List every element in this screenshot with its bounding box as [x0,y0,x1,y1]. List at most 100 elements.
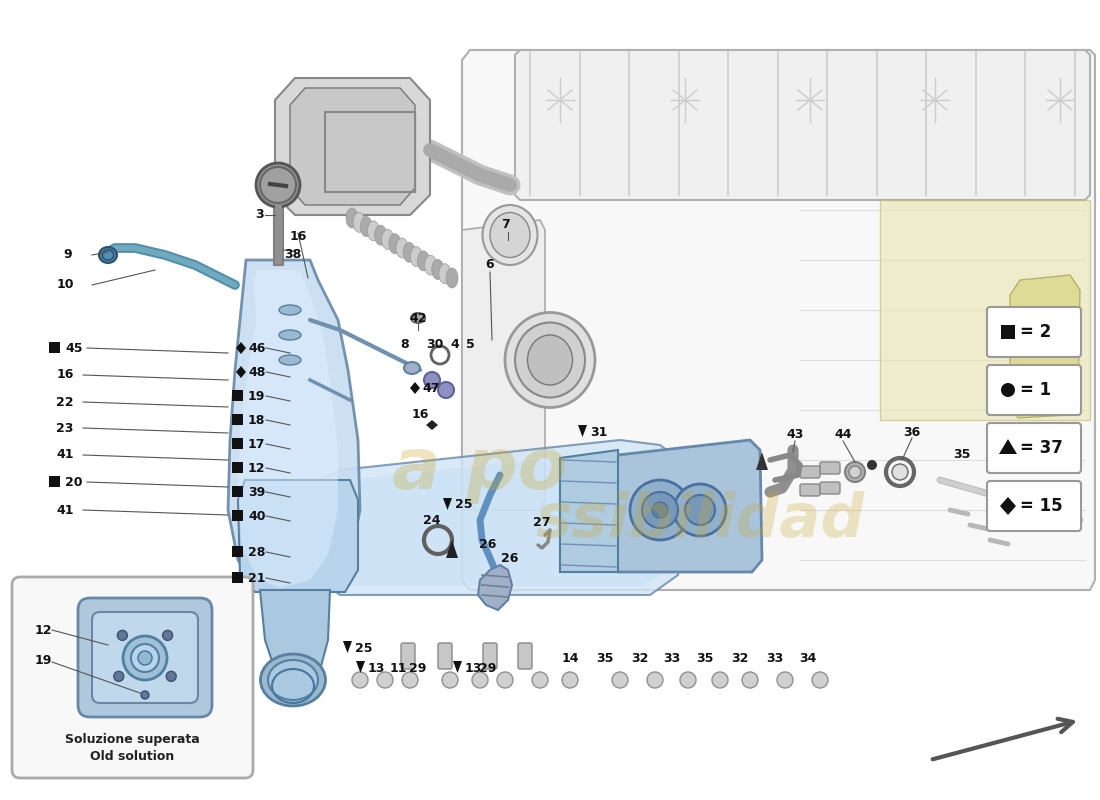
Circle shape [612,672,628,688]
Text: 45: 45 [65,342,82,354]
Polygon shape [356,661,365,673]
Ellipse shape [425,255,437,275]
Circle shape [680,672,696,688]
Ellipse shape [260,167,296,203]
FancyBboxPatch shape [800,484,820,496]
Ellipse shape [279,330,301,340]
Bar [50,476,60,487]
Ellipse shape [279,305,301,315]
Polygon shape [1000,497,1016,515]
Text: ssibilidad: ssibilidad [536,490,865,550]
Text: 34: 34 [800,651,816,665]
Text: 5: 5 [465,338,474,351]
Circle shape [163,630,173,640]
Ellipse shape [505,313,595,407]
Text: = 2: = 2 [1020,323,1052,341]
Polygon shape [560,450,618,572]
FancyBboxPatch shape [518,643,532,669]
Polygon shape [515,50,1090,200]
Circle shape [712,672,728,688]
Ellipse shape [528,335,572,385]
Text: = 1: = 1 [1020,381,1052,399]
FancyBboxPatch shape [987,307,1081,357]
Ellipse shape [431,259,443,279]
Text: 24: 24 [424,514,441,526]
Circle shape [812,672,828,688]
Text: 23: 23 [56,422,74,434]
Ellipse shape [410,246,422,266]
Ellipse shape [490,213,530,258]
Text: 20: 20 [65,475,82,489]
FancyBboxPatch shape [78,598,212,717]
Text: 33: 33 [663,651,681,665]
FancyBboxPatch shape [820,482,840,494]
Text: = 15: = 15 [1020,497,1063,515]
FancyBboxPatch shape [987,423,1081,473]
Text: 12: 12 [248,462,265,474]
Text: 41: 41 [56,449,74,462]
Text: Soluzione superata
Old solution: Soluzione superata Old solution [65,733,199,763]
Text: 26: 26 [480,538,497,551]
Circle shape [532,672,548,688]
Text: 30: 30 [427,338,443,351]
Polygon shape [1010,275,1080,418]
FancyBboxPatch shape [820,462,840,474]
Ellipse shape [261,654,326,706]
Circle shape [377,672,393,688]
Polygon shape [478,565,512,610]
Circle shape [472,672,488,688]
Ellipse shape [353,212,365,232]
Ellipse shape [361,217,372,237]
Ellipse shape [99,247,117,263]
Polygon shape [578,425,587,437]
Polygon shape [446,540,458,558]
Bar [232,414,243,425]
Text: 25: 25 [455,498,473,511]
Bar [1001,325,1015,339]
Text: 36: 36 [903,426,921,438]
Text: 9: 9 [64,249,73,262]
Polygon shape [756,452,768,470]
Ellipse shape [279,355,301,365]
Circle shape [777,672,793,688]
Text: 8: 8 [400,338,409,351]
Polygon shape [343,641,352,653]
Text: 16: 16 [289,230,307,243]
Polygon shape [426,420,438,430]
Ellipse shape [382,230,394,250]
Circle shape [647,672,663,688]
Text: 29: 29 [409,662,427,674]
Polygon shape [880,200,1090,420]
Circle shape [742,672,758,688]
Text: 40: 40 [248,510,265,522]
Polygon shape [315,440,685,595]
Polygon shape [238,480,358,592]
FancyBboxPatch shape [987,481,1081,531]
Bar [232,546,243,557]
Bar [232,572,243,583]
Bar [232,462,243,473]
Bar [232,486,243,497]
Text: 32: 32 [732,651,749,665]
Text: 11: 11 [389,662,407,674]
FancyBboxPatch shape [800,466,820,478]
Text: 41: 41 [56,503,74,517]
FancyBboxPatch shape [92,612,198,703]
Ellipse shape [367,221,380,241]
Ellipse shape [483,205,538,265]
Circle shape [497,672,513,688]
Text: 25: 25 [355,642,373,654]
Circle shape [849,466,861,478]
Polygon shape [410,382,420,394]
FancyBboxPatch shape [402,643,415,669]
Circle shape [138,651,152,665]
Ellipse shape [268,660,318,700]
Text: 48: 48 [248,366,265,378]
Circle shape [674,484,726,536]
Polygon shape [238,270,338,588]
Bar [232,438,243,449]
Circle shape [131,644,160,672]
Polygon shape [275,78,430,215]
Circle shape [118,630,128,640]
Text: 16: 16 [56,369,74,382]
